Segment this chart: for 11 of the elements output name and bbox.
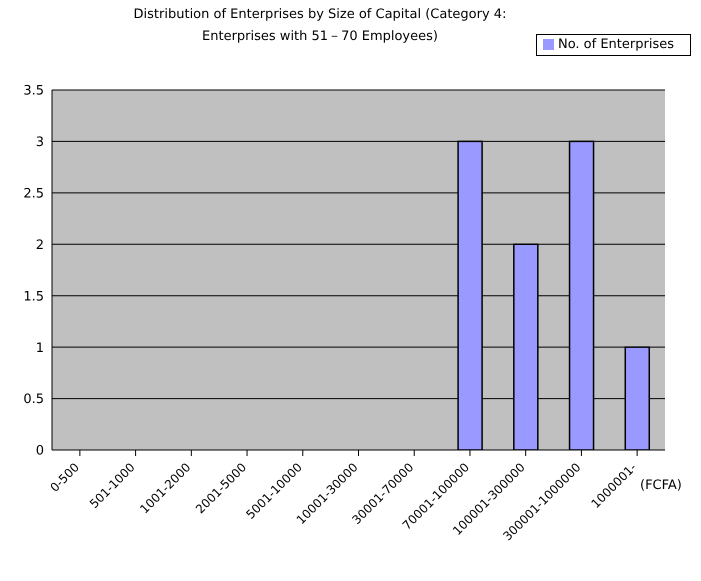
x-axis-title: (FCFA) (640, 478, 682, 493)
y-tick-label: 1 (36, 340, 44, 356)
y-tick-label: 3.5 (23, 84, 44, 99)
y-tick-label: 3 (36, 135, 44, 150)
y-tick-label: 1.5 (23, 289, 44, 304)
y-tick-label: 0 (36, 444, 44, 459)
y-tick-label: 0.5 (23, 392, 44, 408)
y-tick-label: 2 (36, 238, 44, 253)
chart-title: Distribution of Enterprises by Size of Capital (Category 4: Enterprises with 51－70 Employees) (134, 7, 506, 44)
legend-label: No. of Enterprises (558, 37, 674, 52)
y-tick-label: 2.5 (23, 186, 44, 202)
